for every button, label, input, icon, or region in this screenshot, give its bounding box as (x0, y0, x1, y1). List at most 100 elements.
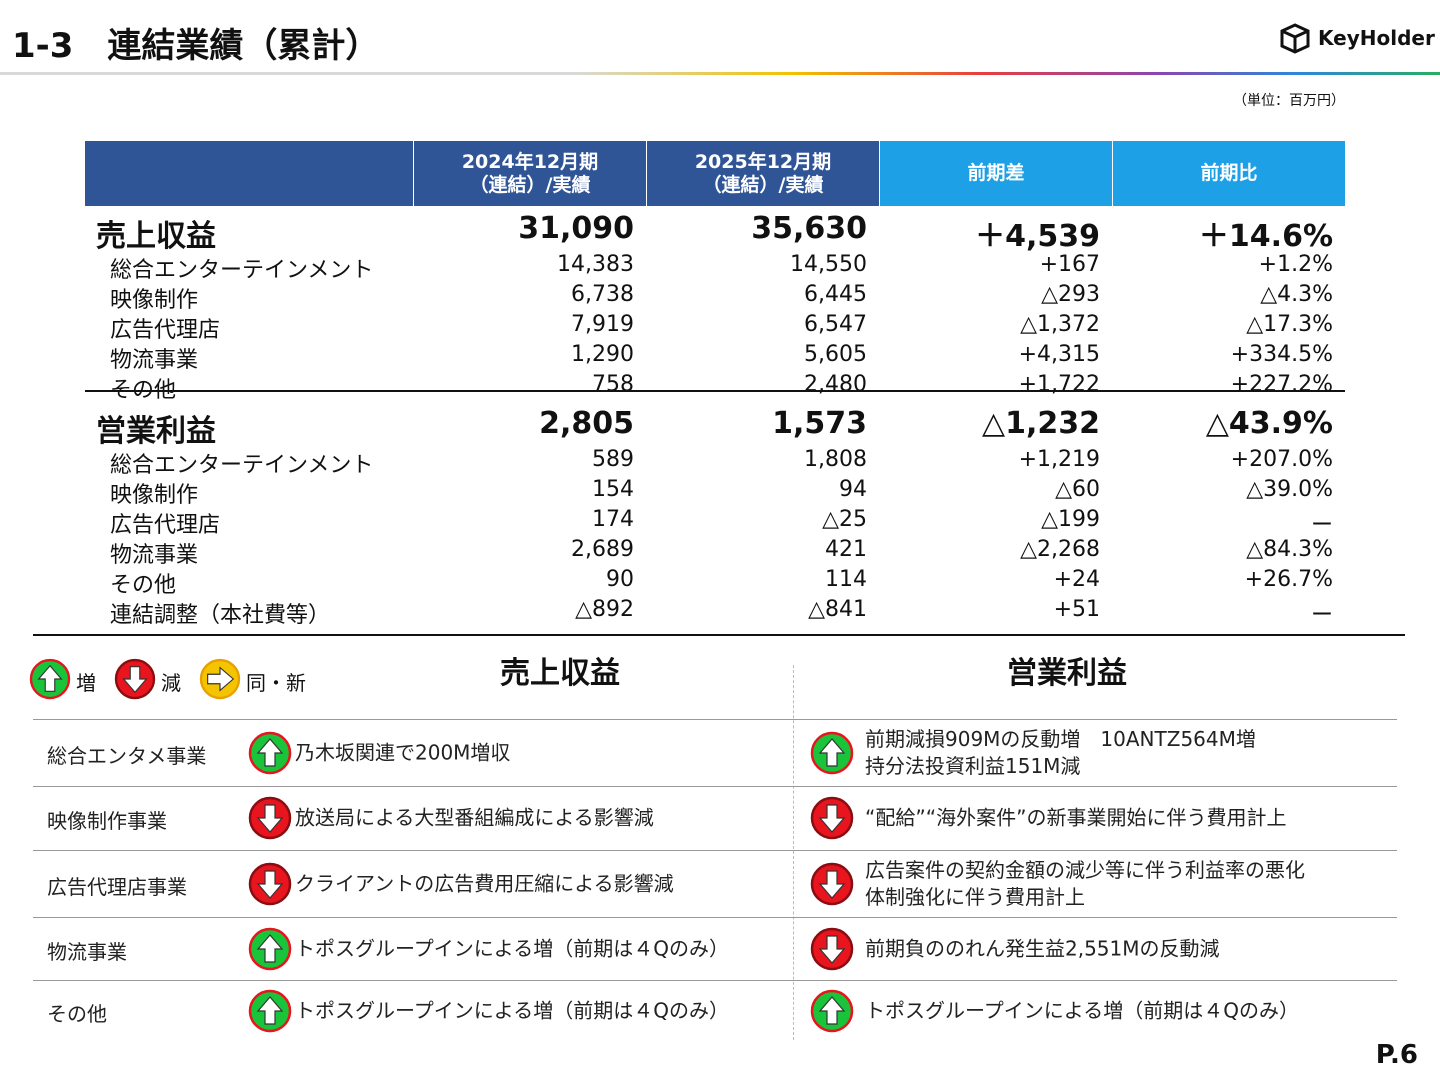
cell-value: 114 (825, 566, 867, 592)
trend-icon (810, 927, 854, 970)
page-number: P.6 (1375, 1040, 1418, 1070)
comment-text: 乃木坂関連で200M増収 (295, 739, 510, 766)
cell-value: 6,445 (804, 281, 867, 307)
comment-line: “配給”“海外案件”の新事業開始に伴う費用計上 (865, 805, 1287, 830)
cell-value: △17.3% (1246, 311, 1333, 337)
row-label: 広告代理店 (110, 512, 221, 538)
cell-value: ＋4,539 (975, 218, 1100, 254)
column-header-line: 2025年12月期 (694, 150, 832, 173)
trend-icon (248, 927, 292, 970)
slide-title: 1-3 連結業績（累計） (12, 26, 380, 66)
cell-value: △293 (1041, 281, 1100, 307)
cell-value: △25 (822, 506, 867, 532)
column-header-line: （連結）/実績 (469, 173, 591, 196)
table-bottom-rule (33, 634, 1405, 636)
row-label: 総合エンターテインメント (110, 452, 374, 478)
cell-value: +26.7% (1244, 566, 1333, 592)
segment-label: 映像制作事業 (47, 809, 167, 833)
cell-value: 14,550 (790, 251, 867, 277)
column-header-line: 2024年12月期 (461, 150, 599, 173)
comment-line: トポスグループインによる増（前期は４Qのみ） (295, 936, 729, 960)
comment-line: 放送局による大型番組編成による影響減 (295, 805, 654, 830)
row-label: 物流事業 (110, 347, 199, 373)
comment-line: クライアントの広告費用圧縮による影響減 (295, 871, 674, 895)
comment-line: 乃木坂関連で200M増収 (295, 740, 511, 764)
trend-icon (248, 731, 292, 774)
row-divider (33, 786, 1397, 787)
comment-text: トポスグループインによる増（前期は４Qのみ） (865, 998, 1299, 1025)
comment-column-header: 営業利益 (1007, 656, 1127, 691)
trend-icon (810, 989, 854, 1033)
comment-text: 広告案件の契約金額の減少等に伴う利益率の悪化 体制強化に伴う費用計上 (865, 857, 1305, 911)
cell-value: 174 (592, 506, 634, 532)
cell-value: △1,232 (982, 405, 1100, 441)
column-header: 前期差 (879, 141, 1112, 206)
cell-value: 90 (606, 566, 634, 592)
segment-label: 物流事業 (47, 939, 127, 964)
cell-value: 1,808 (804, 446, 867, 472)
comment-text: トポスグループインによる増（前期は４Qのみ） (295, 935, 729, 962)
comment-text: “配給”“海外案件”の新事業開始に伴う費用計上 (865, 805, 1286, 832)
comment-line: 持分法投資利益151M減 (865, 753, 1081, 778)
cell-value: 758 (592, 371, 634, 397)
table-header-label (85, 141, 413, 206)
column-header-line: 前期差 (967, 162, 1025, 184)
cell-value: 2,689 (571, 536, 634, 562)
row-divider (33, 850, 1397, 851)
column-header: 2024年12月期 （連結）/実績 (413, 141, 646, 206)
unit-note: （単位：百万円） (1233, 93, 1345, 109)
trend-icon (199, 658, 241, 700)
legend-label: 同・新 (246, 671, 306, 695)
cell-value: ー (1310, 512, 1333, 538)
trend-icon (810, 862, 854, 905)
row-label: 連結調整（本社費等） (110, 602, 331, 628)
row-label: 総合エンターテインメント (110, 257, 374, 283)
comment-line: 前期減損909Mの反動増 10ANTZ564M増 (865, 726, 1256, 751)
comment-line: 前期負ののれん発生益2,551Mの反動減 (865, 936, 1220, 960)
cell-value: △892 (575, 596, 634, 622)
comment-line: 広告案件の契約金額の減少等に伴う利益率の悪化 (865, 857, 1305, 882)
trend-icon (810, 731, 854, 774)
cell-value: 6,547 (804, 311, 867, 337)
segment-label: その他 (47, 1002, 107, 1026)
comment-text: クライアントの広告費用圧縮による影響減 (295, 870, 674, 897)
cell-value: △199 (1041, 506, 1100, 532)
comment-line: トポスグループインによる増（前期は４Qのみ） (295, 998, 729, 1023)
cell-value: 94 (839, 476, 867, 502)
logo-icon (1280, 23, 1310, 54)
cell-value: 1,573 (772, 405, 867, 441)
cell-value: △43.9% (1205, 405, 1333, 441)
comment-column-header: 売上収益 (500, 656, 620, 691)
column-header-line: 前期比 (1200, 162, 1258, 184)
cell-value: +4,315 (1018, 341, 1100, 367)
cell-value: △39.0% (1246, 476, 1333, 502)
logo-text: KeyHolder (1318, 26, 1435, 50)
section-label: 売上収益 (96, 218, 216, 254)
cell-value: +1.2% (1258, 251, 1333, 277)
row-label: その他 (110, 572, 177, 598)
cell-value: ＋14.6% (1198, 218, 1333, 254)
title-underline (0, 72, 1440, 75)
trend-icon (114, 658, 156, 700)
row-divider (33, 917, 1397, 918)
legend-label: 増 (76, 671, 96, 695)
comment-line: トポスグループインによる増（前期は４Qのみ） (865, 998, 1299, 1023)
comment-line: 体制強化に伴う費用計上 (865, 884, 1085, 909)
comment-text: 前期負ののれん発生益2,551Mの反動減 (865, 935, 1220, 962)
cell-value: 1,290 (571, 341, 634, 367)
cell-value: △841 (808, 596, 867, 622)
cell-value: △2,268 (1020, 536, 1100, 562)
segment-label: 総合エンタメ事業 (47, 743, 207, 768)
trend-icon (810, 796, 854, 840)
comment-text: 放送局による大型番組編成による影響減 (295, 805, 654, 832)
cell-value: 154 (592, 476, 634, 502)
row-divider (33, 719, 1397, 720)
row-divider (33, 980, 1397, 981)
cell-value: 2,805 (539, 405, 634, 441)
cell-value: 31,090 (518, 210, 634, 246)
row-label: その他 (110, 377, 177, 403)
cell-value: +207.0% (1230, 446, 1333, 472)
cell-value: △4.3% (1260, 281, 1333, 307)
row-label: 広告代理店 (110, 317, 221, 343)
